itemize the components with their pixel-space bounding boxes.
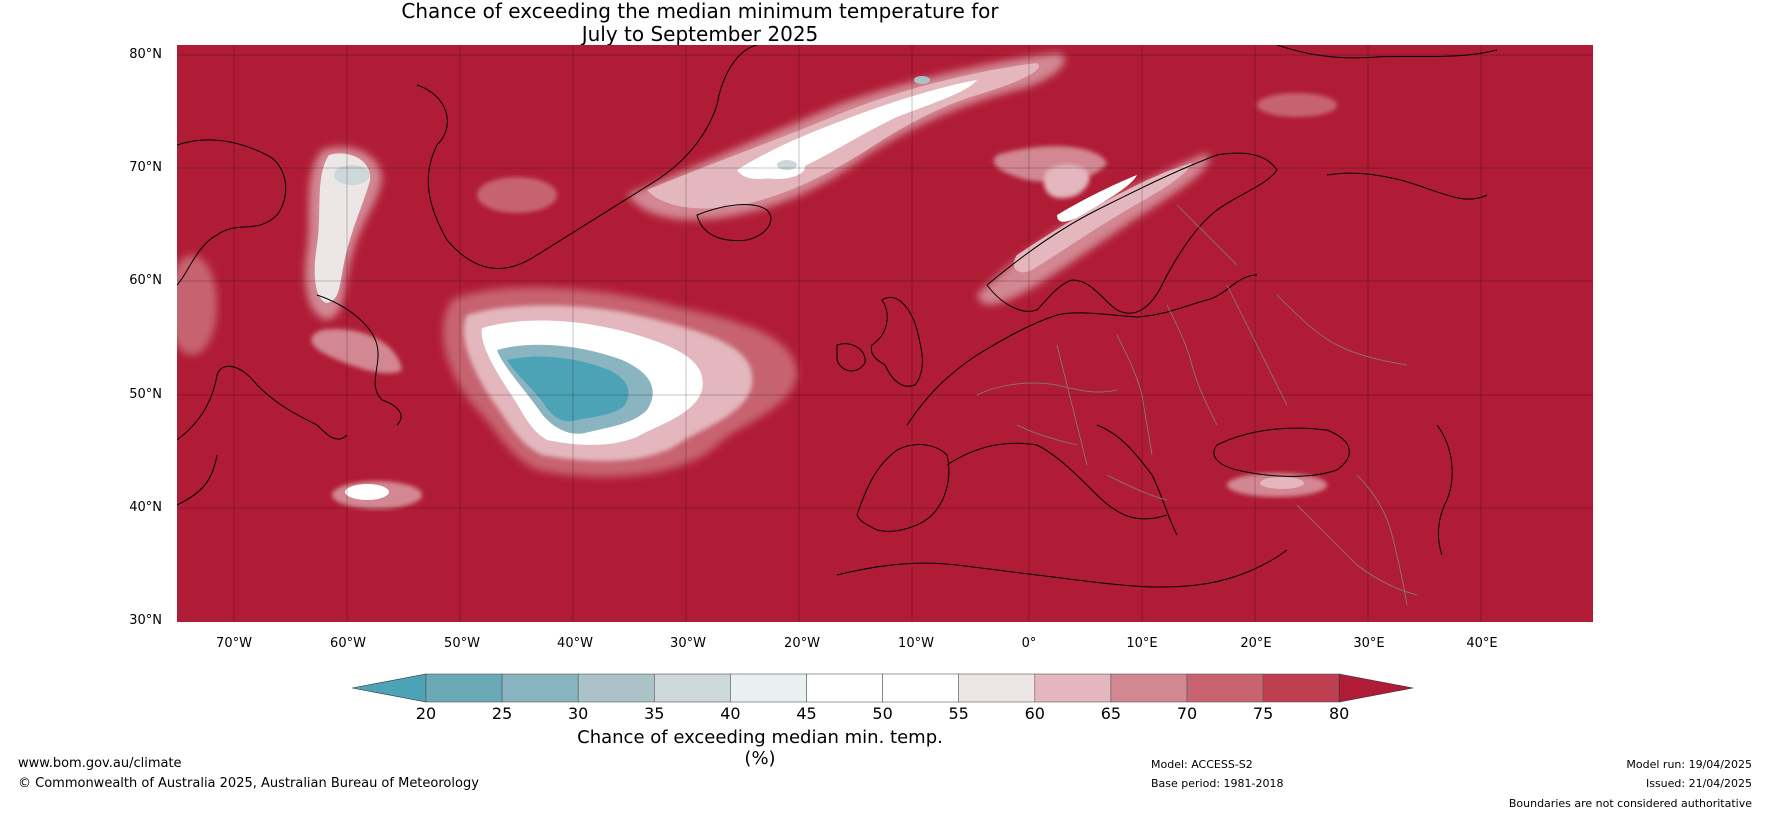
lat-label-70n: 70°N: [129, 160, 162, 175]
country-borders: [976, 204, 1418, 606]
footer-model: Model: ACCESS-S2: [1151, 758, 1253, 771]
map-canvas: [177, 45, 1593, 622]
colorbar-tick-label: 75: [1252, 704, 1274, 723]
lat-label-50n: 50°N: [129, 387, 162, 402]
lon-label-50w: 50°W: [444, 636, 480, 651]
lat-label-60n: 60°N: [129, 273, 162, 288]
footer-copyright: © Commonwealth of Australia 2025, Austra…: [18, 776, 479, 791]
lon-label-30e: 30°E: [1353, 636, 1385, 651]
lon-label-10e: 10°E: [1126, 636, 1158, 651]
colorbar-segment: [1186, 673, 1264, 703]
footer-issued: Issued: 21/04/2025: [1645, 777, 1752, 790]
colorbar-segment: [1262, 673, 1340, 703]
colorbar-arrow-low: [352, 673, 427, 703]
map-title-line-1: Chance of exceeding the median minimum t…: [401, 0, 999, 23]
coastlines: [177, 45, 1498, 588]
colorbar-segment: [653, 673, 731, 703]
colorbar-segment: [882, 673, 959, 703]
scandinavia-anomaly: [977, 153, 1327, 497]
lon-label-40e: 40°E: [1466, 636, 1498, 651]
lon-label-30w: 30°W: [670, 636, 706, 651]
lon-label-60w: 60°W: [330, 636, 366, 651]
colorbar-tick-label: 35: [644, 704, 665, 723]
colorbar-segment: [730, 673, 807, 703]
lon-label-20w: 20°W: [784, 636, 820, 651]
lon-label-40w: 40°W: [557, 636, 593, 651]
mid-atlantic-anomaly: [442, 287, 797, 477]
map-title-line-2: July to September 2025: [581, 22, 819, 46]
colorbar-segment: [1110, 673, 1188, 703]
footer-website: www.bom.gov.au/climate: [18, 756, 182, 771]
lon-label-10w: 10°W: [898, 636, 934, 651]
colorbar-segment: [958, 673, 1036, 703]
lon-label-0: 0°: [1021, 636, 1037, 651]
colorbar-arrow-high: [1338, 673, 1414, 703]
lat-label-40n: 40°N: [129, 500, 162, 515]
graticule: [177, 45, 1593, 622]
colorbar-tick-label: 30: [568, 704, 589, 723]
probability-contours: [177, 53, 1337, 509]
lon-label-20e: 20°E: [1240, 636, 1272, 651]
footer-base-period: Base period: 1981-2018: [1151, 777, 1284, 790]
colorbar-tick-label: 40: [720, 704, 741, 723]
lon-label-70w: 70°W: [216, 636, 252, 651]
colorbar-tick-label: 45: [796, 704, 817, 723]
colorbar-tick-label: 25: [491, 704, 513, 723]
footer-model-run: Model run: 19/04/2025: [1626, 758, 1752, 771]
colorbar: [352, 673, 1414, 703]
labrador-anomaly: [305, 146, 422, 509]
colorbar-tick-label: 50: [872, 704, 893, 723]
colorbar-tick-label: 55: [948, 704, 969, 723]
colorbar-tick-label: 70: [1176, 704, 1198, 723]
colorbar-title: Chance of exceeding median min. temp. (%…: [577, 727, 943, 769]
climate-outlook-map: [177, 45, 1593, 622]
lat-label-30n: 30°N: [129, 613, 162, 628]
colorbar-tick-label: 65: [1100, 704, 1122, 723]
colorbar-tick-label: 80: [1329, 704, 1350, 723]
colorbar-tick-label: 20: [415, 704, 437, 723]
colorbar-segment: [501, 673, 579, 703]
nordic-seas-anomaly: [627, 53, 1107, 220]
colorbar-tick-label: 60: [1024, 704, 1045, 723]
footer-disclaimer: Boundaries are not considered authoritat…: [1508, 797, 1752, 810]
colorbar-segment: [806, 673, 883, 703]
colorbar-segment: [425, 673, 503, 703]
lat-label-80n: 80°N: [129, 47, 162, 62]
colorbar-segment: [1034, 673, 1112, 703]
colorbar-segment: [577, 673, 655, 703]
